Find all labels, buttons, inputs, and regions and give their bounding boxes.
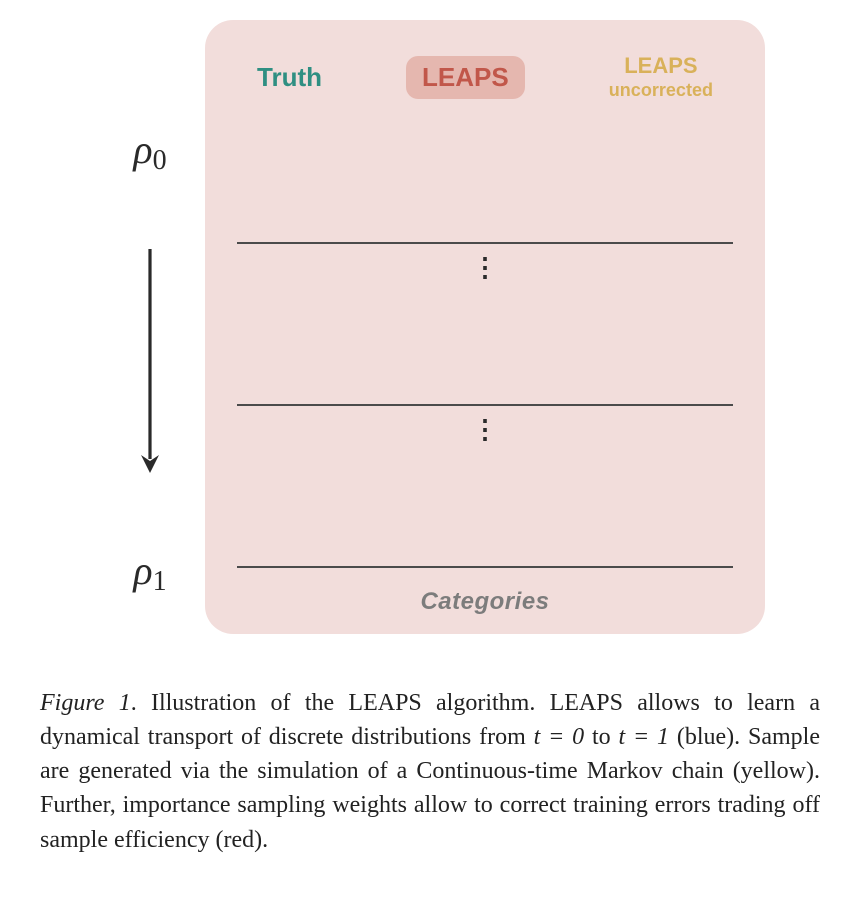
chart-rho0 — [237, 122, 733, 244]
chart-rho1 — [237, 446, 733, 568]
legend-uncorrected-line2: uncorrected — [609, 80, 713, 100]
page: ρ0 ρ1 Truth LEAPS LEAPS uncorrected — [0, 0, 860, 911]
rho-0-label: ρ0 — [133, 126, 166, 177]
caption-body-b: to — [584, 724, 618, 750]
rho-1-label: ρ1 — [133, 547, 166, 598]
legend-uncorrected-line1: LEAPS — [624, 53, 697, 78]
rho-1-symbol: ρ — [133, 548, 152, 593]
legend-uncorrected: LEAPS uncorrected — [609, 54, 713, 100]
caption-t0: t = 0 — [534, 724, 585, 750]
transport-arrow-icon — [135, 245, 165, 475]
figure-caption: Figure 1. Illustration of the LEAPS algo… — [30, 658, 830, 856]
caption-t1: t = 1 — [618, 724, 669, 750]
rho-0-subscript: 0 — [153, 145, 167, 176]
rho-0-symbol: ρ — [133, 127, 152, 172]
arrow-wrap — [135, 183, 165, 541]
vertical-dots-icon: ⋮ — [237, 412, 733, 446]
x-axis-label: Categories — [237, 574, 733, 616]
figure-panel: Truth LEAPS LEAPS uncorrected ⋮ ⋮ Catego… — [205, 20, 765, 634]
legend: Truth LEAPS LEAPS uncorrected — [237, 48, 733, 122]
caption-prefix: Figure 1 — [40, 690, 131, 716]
legend-truth: Truth — [257, 62, 322, 93]
vertical-dots-icon: ⋮ — [237, 250, 733, 284]
chart-intermediate — [237, 284, 733, 406]
legend-leaps: LEAPS — [406, 56, 525, 99]
left-annotation-column: ρ0 ρ1 — [95, 20, 205, 634]
rho-1-subscript: 1 — [153, 566, 167, 597]
figure-area: ρ0 ρ1 Truth LEAPS LEAPS uncorrected — [30, 20, 830, 634]
